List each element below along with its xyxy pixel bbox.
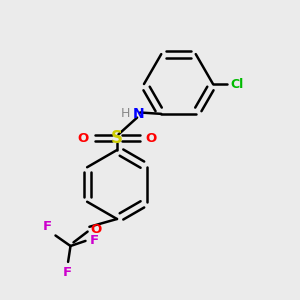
Text: F: F	[89, 233, 98, 247]
Text: O: O	[145, 131, 156, 145]
Text: N: N	[133, 107, 144, 121]
Text: S: S	[111, 129, 123, 147]
Text: F: F	[43, 220, 52, 232]
Text: F: F	[63, 266, 72, 279]
Text: O: O	[78, 131, 89, 145]
Text: H: H	[121, 107, 130, 120]
Text: O: O	[90, 223, 101, 236]
Text: Cl: Cl	[230, 77, 243, 91]
